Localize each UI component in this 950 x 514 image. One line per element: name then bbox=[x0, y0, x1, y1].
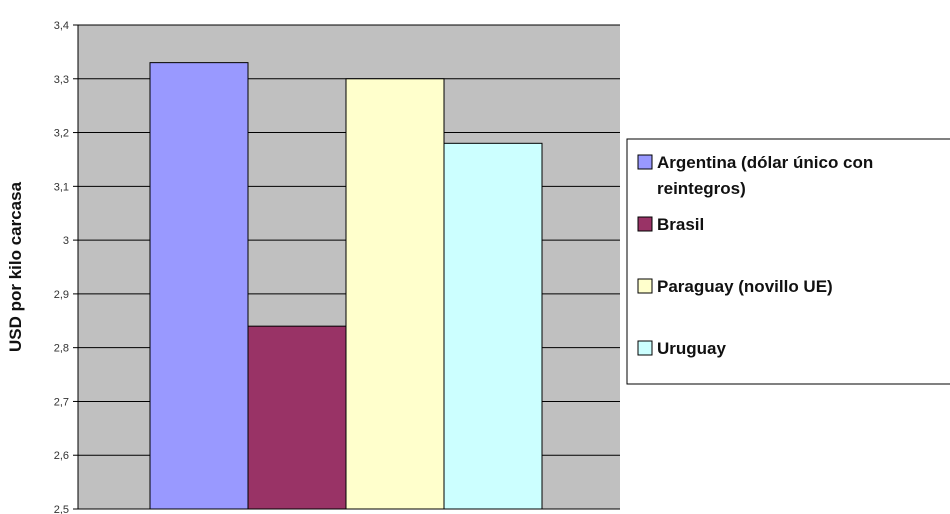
legend-label: reintegros) bbox=[657, 179, 746, 198]
y-tick-label: 2,5 bbox=[54, 504, 69, 514]
y-axis-label: USD por kilo carcasa bbox=[6, 181, 25, 352]
legend-label: Uruguay bbox=[657, 339, 727, 358]
legend-label: Brasil bbox=[657, 215, 704, 234]
bar-paraguay bbox=[345, 78, 445, 510]
y-tick-label: 3,4 bbox=[54, 20, 69, 32]
bar-argentina bbox=[149, 62, 249, 510]
legend-swatch bbox=[637, 278, 653, 294]
bars bbox=[149, 62, 543, 510]
y-tick-label: 2,8 bbox=[54, 343, 69, 355]
legend-swatch bbox=[637, 154, 653, 170]
bar-uruguay bbox=[443, 142, 543, 510]
y-tick-label: 2,6 bbox=[54, 450, 69, 462]
legend-swatch bbox=[637, 340, 653, 356]
y-tick-label: 3 bbox=[63, 235, 69, 247]
legend-label: Argentina (dólar único con bbox=[657, 153, 873, 172]
legend-box bbox=[626, 138, 950, 385]
y-tick-label: 3,2 bbox=[54, 128, 69, 140]
legend-label: Paraguay (novillo UE) bbox=[657, 277, 833, 296]
legend: Argentina (dólar único con reintegros) Bra… bbox=[626, 138, 950, 385]
y-tick-label: 3,3 bbox=[54, 74, 69, 86]
bar-brasil bbox=[247, 325, 347, 510]
y-tick-label: 3,1 bbox=[54, 181, 69, 193]
y-tick-label: 2,7 bbox=[54, 396, 69, 408]
y-axis-ticks: 2,5 2,6 2,7 2,8 2,9 3 3,1 3,2 3,3 3,4 bbox=[54, 20, 78, 514]
y-tick-label: 2,9 bbox=[54, 289, 69, 301]
legend-swatch bbox=[637, 216, 653, 232]
